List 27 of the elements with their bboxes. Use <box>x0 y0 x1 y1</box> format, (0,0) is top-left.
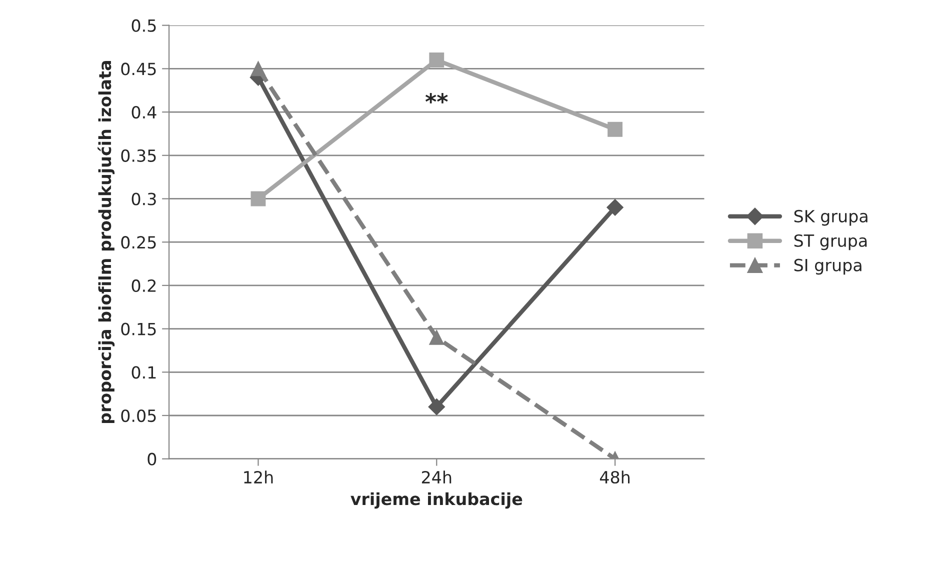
point <box>429 52 444 68</box>
point <box>429 330 444 345</box>
x-axis-title: vrijeme inkubacije <box>350 492 522 509</box>
x-tick-label: 48h <box>600 470 630 484</box>
x-tick-label: 12h <box>244 470 273 484</box>
y-tick-label: 0.4 <box>132 106 156 119</box>
point <box>608 122 623 137</box>
point <box>428 398 446 416</box>
annotation: ** <box>425 93 448 104</box>
y-tick-label: 0.3 <box>132 192 156 206</box>
point <box>606 199 624 216</box>
y-tick-label: 0.15 <box>121 322 156 336</box>
point <box>250 61 266 76</box>
y-axis-title: proporcija biofilm produkujućih izolata <box>98 61 115 424</box>
y-tick-label: 0.5 <box>132 19 156 32</box>
x-tick-label: 24h <box>422 470 452 484</box>
y-tick-label: 0.35 <box>121 149 156 162</box>
y-tick-label: 0 <box>148 452 156 466</box>
legend-label: SK grupa <box>794 210 868 226</box>
legend-label: SI grupa <box>794 258 862 275</box>
y-tick-label: 0.2 <box>132 279 156 292</box>
y-tick-label: 0.05 <box>121 409 156 422</box>
legend-label: ST grupa <box>794 234 867 250</box>
y-tick-label: 0.45 <box>121 62 156 76</box>
y-tick-label: 0.1 <box>132 366 156 379</box>
y-tick-label: 0.25 <box>121 236 156 249</box>
point <box>250 191 266 206</box>
